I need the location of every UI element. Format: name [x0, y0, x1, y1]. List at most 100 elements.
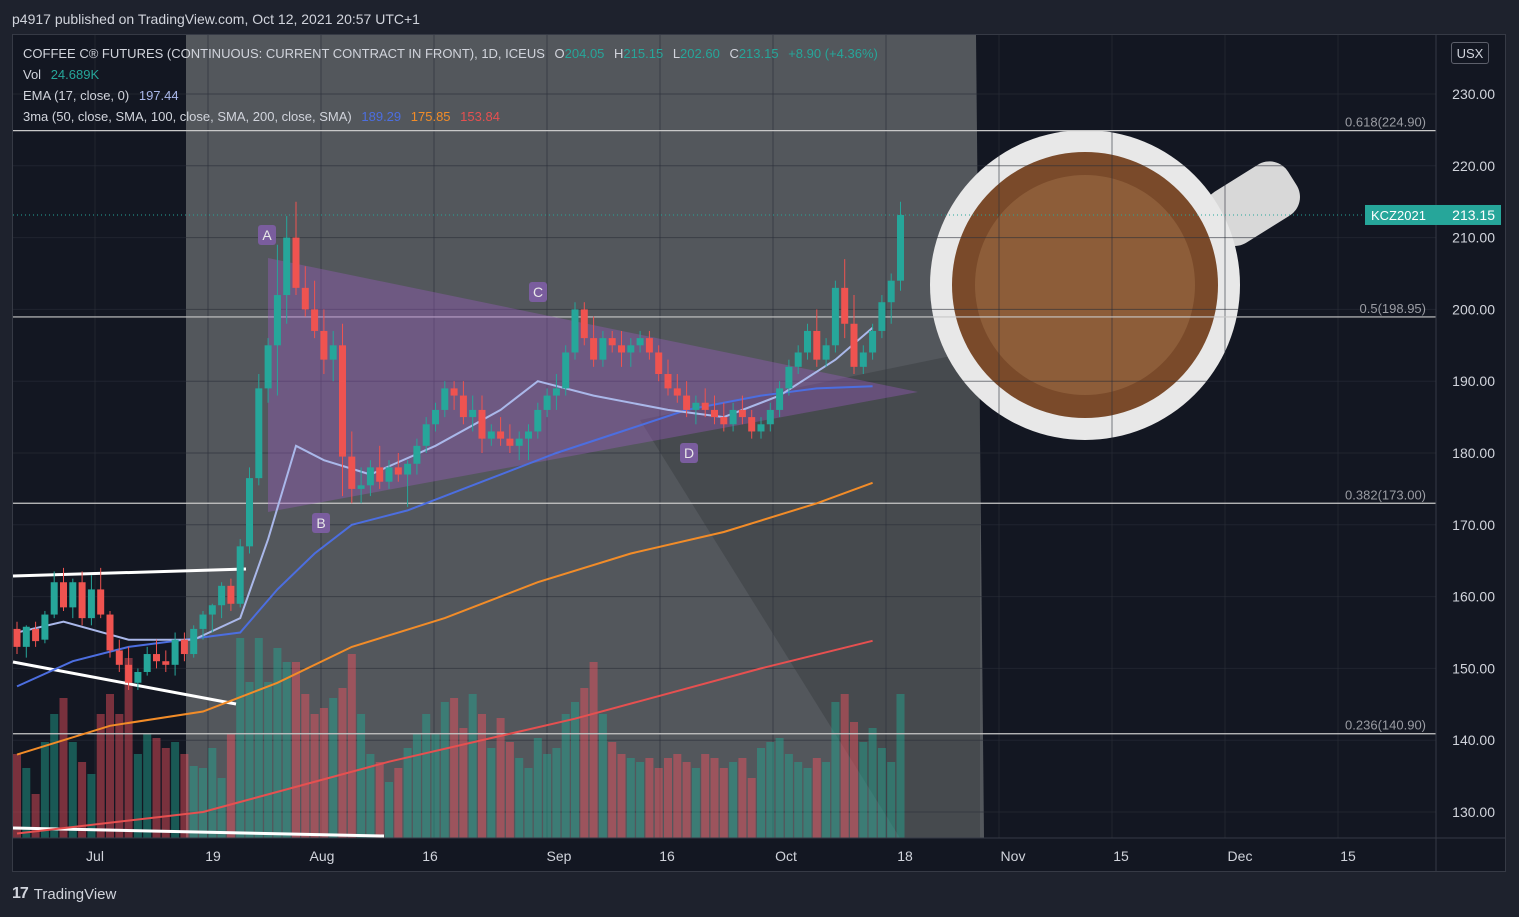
- candle-body: [292, 237, 300, 288]
- time-tick-label: 18: [897, 848, 913, 864]
- candle-body: [357, 485, 365, 489]
- candle-body: [320, 330, 328, 360]
- price-tick-label: 230.00: [1452, 86, 1495, 102]
- legend-ma100-value: 175.85: [410, 109, 451, 124]
- volume-bar: [747, 778, 756, 838]
- candle-body: [329, 345, 337, 360]
- candle-body: [180, 639, 188, 655]
- candle-body: [106, 614, 114, 651]
- legend-c-label: C: [729, 46, 739, 61]
- candle-body: [636, 338, 644, 346]
- candle-body: [450, 388, 458, 396]
- volume-bar: [412, 734, 421, 838]
- ma100-line: [16, 481, 873, 756]
- time-tick-label: Nov: [1001, 848, 1026, 864]
- candle-body: [246, 478, 253, 547]
- volume-bar: [282, 662, 291, 838]
- time-tick-label: 16: [422, 848, 438, 864]
- volume-bar: [580, 688, 589, 838]
- candle-body: [311, 309, 319, 331]
- volume-bar: [589, 662, 598, 838]
- candle-body: [525, 431, 532, 439]
- volume-bar: [645, 758, 654, 838]
- fib-level-label: 0.5(198.95): [1360, 301, 1427, 316]
- time-tick-label: 16: [659, 848, 675, 864]
- coffee-foam-icon: [975, 175, 1195, 395]
- volume-bar: [50, 714, 59, 838]
- candle-body: [766, 409, 774, 425]
- volume-bar: [440, 702, 449, 838]
- volume-bar: [366, 754, 375, 838]
- candle-body: [897, 214, 904, 281]
- volume-bar: [78, 762, 87, 838]
- volume-bar: [812, 758, 821, 838]
- legend-change: +8.90 (+4.36%): [788, 46, 878, 61]
- volume-bar: [850, 722, 858, 838]
- channel-line: [12, 826, 385, 838]
- candle-body: [506, 438, 514, 446]
- volume-bar: [654, 768, 663, 838]
- price-tick-label: 160.00: [1452, 589, 1495, 605]
- volume-bar: [664, 758, 672, 838]
- ma200-line: [16, 639, 873, 835]
- price-tick-label: 180.00: [1452, 445, 1495, 461]
- candle-body: [543, 395, 551, 410]
- candle-body: [701, 402, 709, 410]
- volume-bar: [450, 698, 459, 838]
- footer-brand[interactable]: 17 TradingView: [12, 885, 116, 903]
- volume-bar: [264, 682, 273, 838]
- candle-body: [776, 388, 784, 410]
- legend-h-label: H: [614, 46, 624, 61]
- legend-h-value: 215.15: [623, 46, 664, 61]
- volume-bar: [729, 762, 738, 838]
- candle-body: [69, 582, 77, 608]
- candle-body: [301, 287, 309, 310]
- mug-handle-icon: [1204, 161, 1300, 246]
- tradingview-logo-icon: 17: [12, 885, 29, 902]
- volume-bar: [505, 742, 514, 838]
- candle-body: [878, 302, 886, 331]
- legend-l-label: L: [672, 46, 681, 61]
- candle-body: [78, 582, 86, 619]
- volume-bar: [840, 694, 849, 838]
- candle-body: [673, 388, 681, 396]
- volume-bar: [96, 714, 105, 838]
- candle-body: [841, 287, 849, 324]
- candle-body: [748, 417, 756, 432]
- volume-bar: [133, 754, 142, 838]
- volume-bar: [292, 662, 300, 838]
- currency-button[interactable]: USX: [1451, 42, 1489, 64]
- candle-body: [664, 374, 672, 389]
- volume-bar: [775, 738, 784, 838]
- candle-body: [599, 338, 607, 360]
- legend-3ma-label: 3ma (50, close, SMA, 100, close, SMA, 20…: [23, 109, 352, 124]
- price-tick-label: 130.00: [1452, 804, 1495, 820]
- volume-bar: [199, 768, 207, 838]
- time-tick-label: Jul: [86, 848, 104, 864]
- price-tick-label: 220.00: [1452, 158, 1495, 174]
- volume-bar: [375, 762, 384, 838]
- legend-ema[interactable]: EMA (17, close, 0) 197.44: [23, 88, 185, 103]
- candle-body: [515, 438, 523, 446]
- legend-o-value: 204.05: [564, 46, 605, 61]
- volume-bar: [171, 742, 180, 838]
- candle-body: [376, 467, 384, 482]
- volume-bar: [273, 648, 282, 838]
- candle-body: [432, 409, 439, 425]
- volume-bar: [896, 694, 905, 838]
- legend-volume[interactable]: Vol 24.689K: [23, 67, 105, 82]
- volume-bar: [254, 638, 263, 838]
- candle-body: [534, 409, 542, 432]
- volume-bar: [468, 694, 477, 838]
- candle-body: [459, 395, 467, 418]
- volume-bar: [710, 758, 719, 838]
- volume-bar: [691, 768, 700, 838]
- candle-body: [785, 366, 793, 389]
- legend-3ma[interactable]: 3ma (50, close, SMA, 100, close, SMA, 20…: [23, 109, 506, 124]
- volume-bar: [106, 694, 114, 838]
- candle-body: [571, 309, 579, 353]
- volume-bar: [868, 728, 877, 838]
- price-tick-label: 140.00: [1452, 732, 1495, 748]
- volume-bar: [403, 748, 412, 838]
